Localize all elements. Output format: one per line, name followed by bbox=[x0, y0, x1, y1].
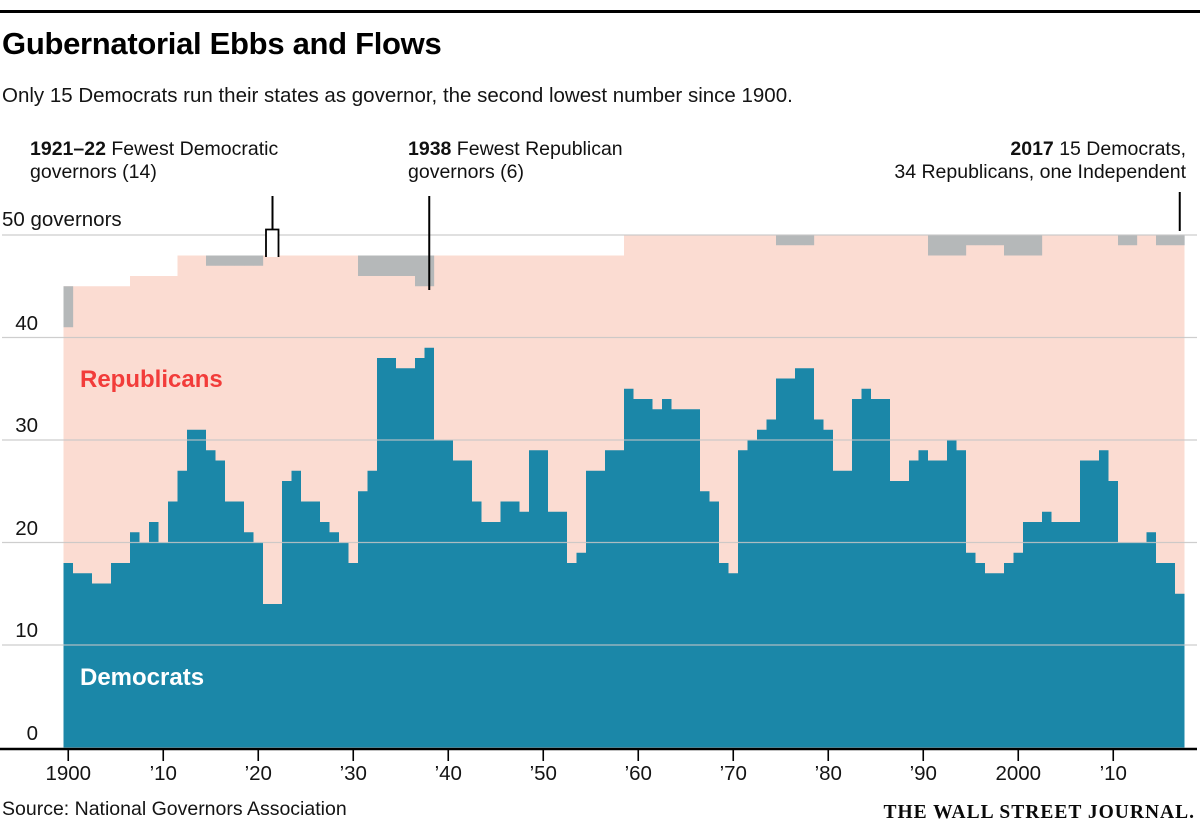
annotation-year: 1921–22 bbox=[30, 138, 106, 160]
chart-subtitle: Only 15 Democrats run their states as go… bbox=[2, 84, 793, 107]
x-tick-label: ’10 bbox=[1099, 762, 1127, 785]
democrat-area bbox=[63, 347, 1185, 748]
x-tick-label: ’20 bbox=[244, 762, 272, 785]
other-area bbox=[63, 235, 1185, 328]
y-axis-top-label: 50 governors bbox=[2, 208, 122, 231]
x-tick-label: ’40 bbox=[434, 762, 462, 785]
gridlines bbox=[2, 234, 1197, 646]
y-tick-label: 0 bbox=[26, 721, 38, 745]
democrats-series-label: Democrats bbox=[80, 664, 205, 691]
x-tick-label: ’90 bbox=[909, 762, 937, 785]
annotation-fewest-democratic: 1921–22 Fewest Democratic governors (14) bbox=[30, 138, 279, 183]
y-tick-label: 10 bbox=[15, 619, 38, 642]
y-tick-label: 30 bbox=[15, 414, 38, 437]
x-tick-label: 1900 bbox=[45, 762, 92, 785]
x-tick-label: 2000 bbox=[995, 762, 1042, 785]
wsj-logo: THE WALL STREET JOURNAL. bbox=[883, 802, 1195, 823]
top-rule bbox=[0, 10, 1200, 13]
page-title: Gubernatorial Ebbs and Flows bbox=[2, 26, 442, 61]
x-tick-label: ’10 bbox=[149, 762, 177, 785]
y-tick-label: 20 bbox=[15, 516, 38, 540]
annotation-year: 1938 bbox=[408, 138, 452, 160]
x-tick-label: ’80 bbox=[814, 762, 842, 785]
y-tick-label: 40 bbox=[15, 311, 38, 335]
annotation-fewest-republican: 1938 Fewest Republican governors (6) bbox=[408, 138, 623, 183]
republicans-series-label: Republicans bbox=[80, 366, 223, 393]
x-tick-label: ’70 bbox=[719, 762, 747, 785]
annotation-2017: 2017 15 Democrats, 34 Republicans, one I… bbox=[894, 138, 1186, 183]
annotation-markers bbox=[265, 192, 1181, 290]
x-tick-label: ’60 bbox=[624, 762, 652, 785]
x-axis bbox=[0, 747, 1197, 761]
x-tick-label: ’50 bbox=[529, 762, 557, 785]
annotation-year: 2017 bbox=[1010, 138, 1054, 160]
x-tick-label: ’30 bbox=[339, 762, 367, 785]
source-credit: Source: National Governors Association bbox=[2, 798, 347, 820]
